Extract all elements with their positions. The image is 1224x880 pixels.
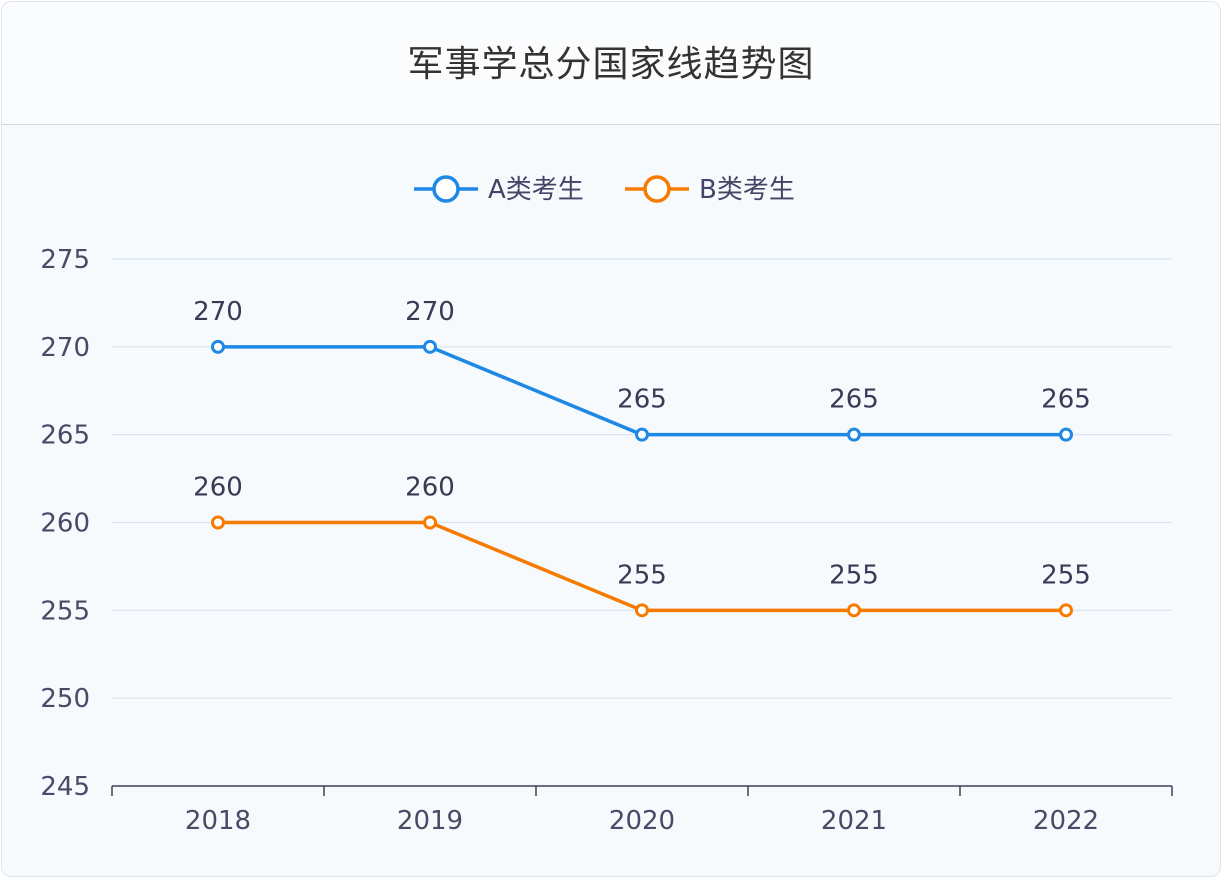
y-tick-label: 250 [40, 684, 90, 714]
data-point [635, 603, 649, 618]
y-tick-label: 255 [40, 596, 90, 626]
data-label: 255 [617, 560, 667, 590]
data-label: 265 [617, 385, 667, 415]
data-point [423, 515, 437, 530]
y-tick-label: 245 [40, 772, 90, 802]
legend-label: A类考生 [488, 175, 584, 205]
data-label: 255 [1041, 560, 1091, 590]
y-tick-label: 275 [40, 245, 90, 275]
data-label: 270 [193, 297, 243, 327]
data-label: 265 [1041, 385, 1091, 415]
x-tick-label: 2018 [185, 806, 251, 836]
legend-label: B类考生 [699, 175, 795, 205]
data-point [635, 427, 649, 442]
y-tick-label: 260 [40, 509, 90, 539]
data-label: 265 [829, 385, 879, 415]
data-point [211, 515, 225, 530]
chart-title: 军事学总分国家线趋势图 [407, 44, 815, 85]
data-point [847, 427, 861, 442]
data-point [211, 339, 225, 354]
data-label: 255 [829, 560, 879, 590]
data-label: 260 [405, 473, 455, 503]
x-tick-label: 2019 [397, 806, 463, 836]
legend-marker [432, 175, 460, 203]
chart-header: 军事学总分国家线趋势图 [2, 2, 1220, 125]
x-tick-label: 2020 [609, 806, 675, 836]
x-tick-label: 2022 [1033, 806, 1099, 836]
data-label: 270 [405, 297, 455, 327]
y-tick-label: 270 [40, 333, 90, 363]
data-point [1059, 603, 1073, 618]
data-point [1059, 427, 1073, 442]
x-tick-label: 2021 [821, 806, 887, 836]
y-tick-label: 265 [40, 421, 90, 451]
data-point [847, 603, 861, 618]
legend-marker [643, 175, 671, 203]
data-label: 260 [193, 473, 243, 503]
data-point [423, 339, 437, 354]
